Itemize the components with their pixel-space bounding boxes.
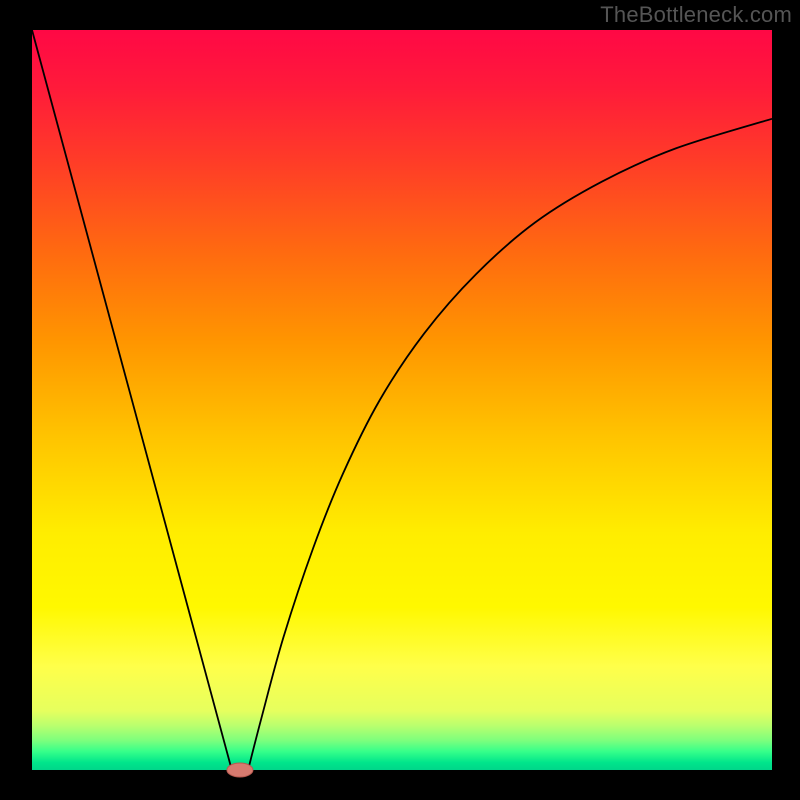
plot-background xyxy=(32,30,772,770)
watermark-text: TheBottleneck.com xyxy=(600,2,792,28)
bottleneck-chart xyxy=(0,0,800,800)
bottleneck-marker xyxy=(227,763,253,777)
chart-container: TheBottleneck.com xyxy=(0,0,800,800)
